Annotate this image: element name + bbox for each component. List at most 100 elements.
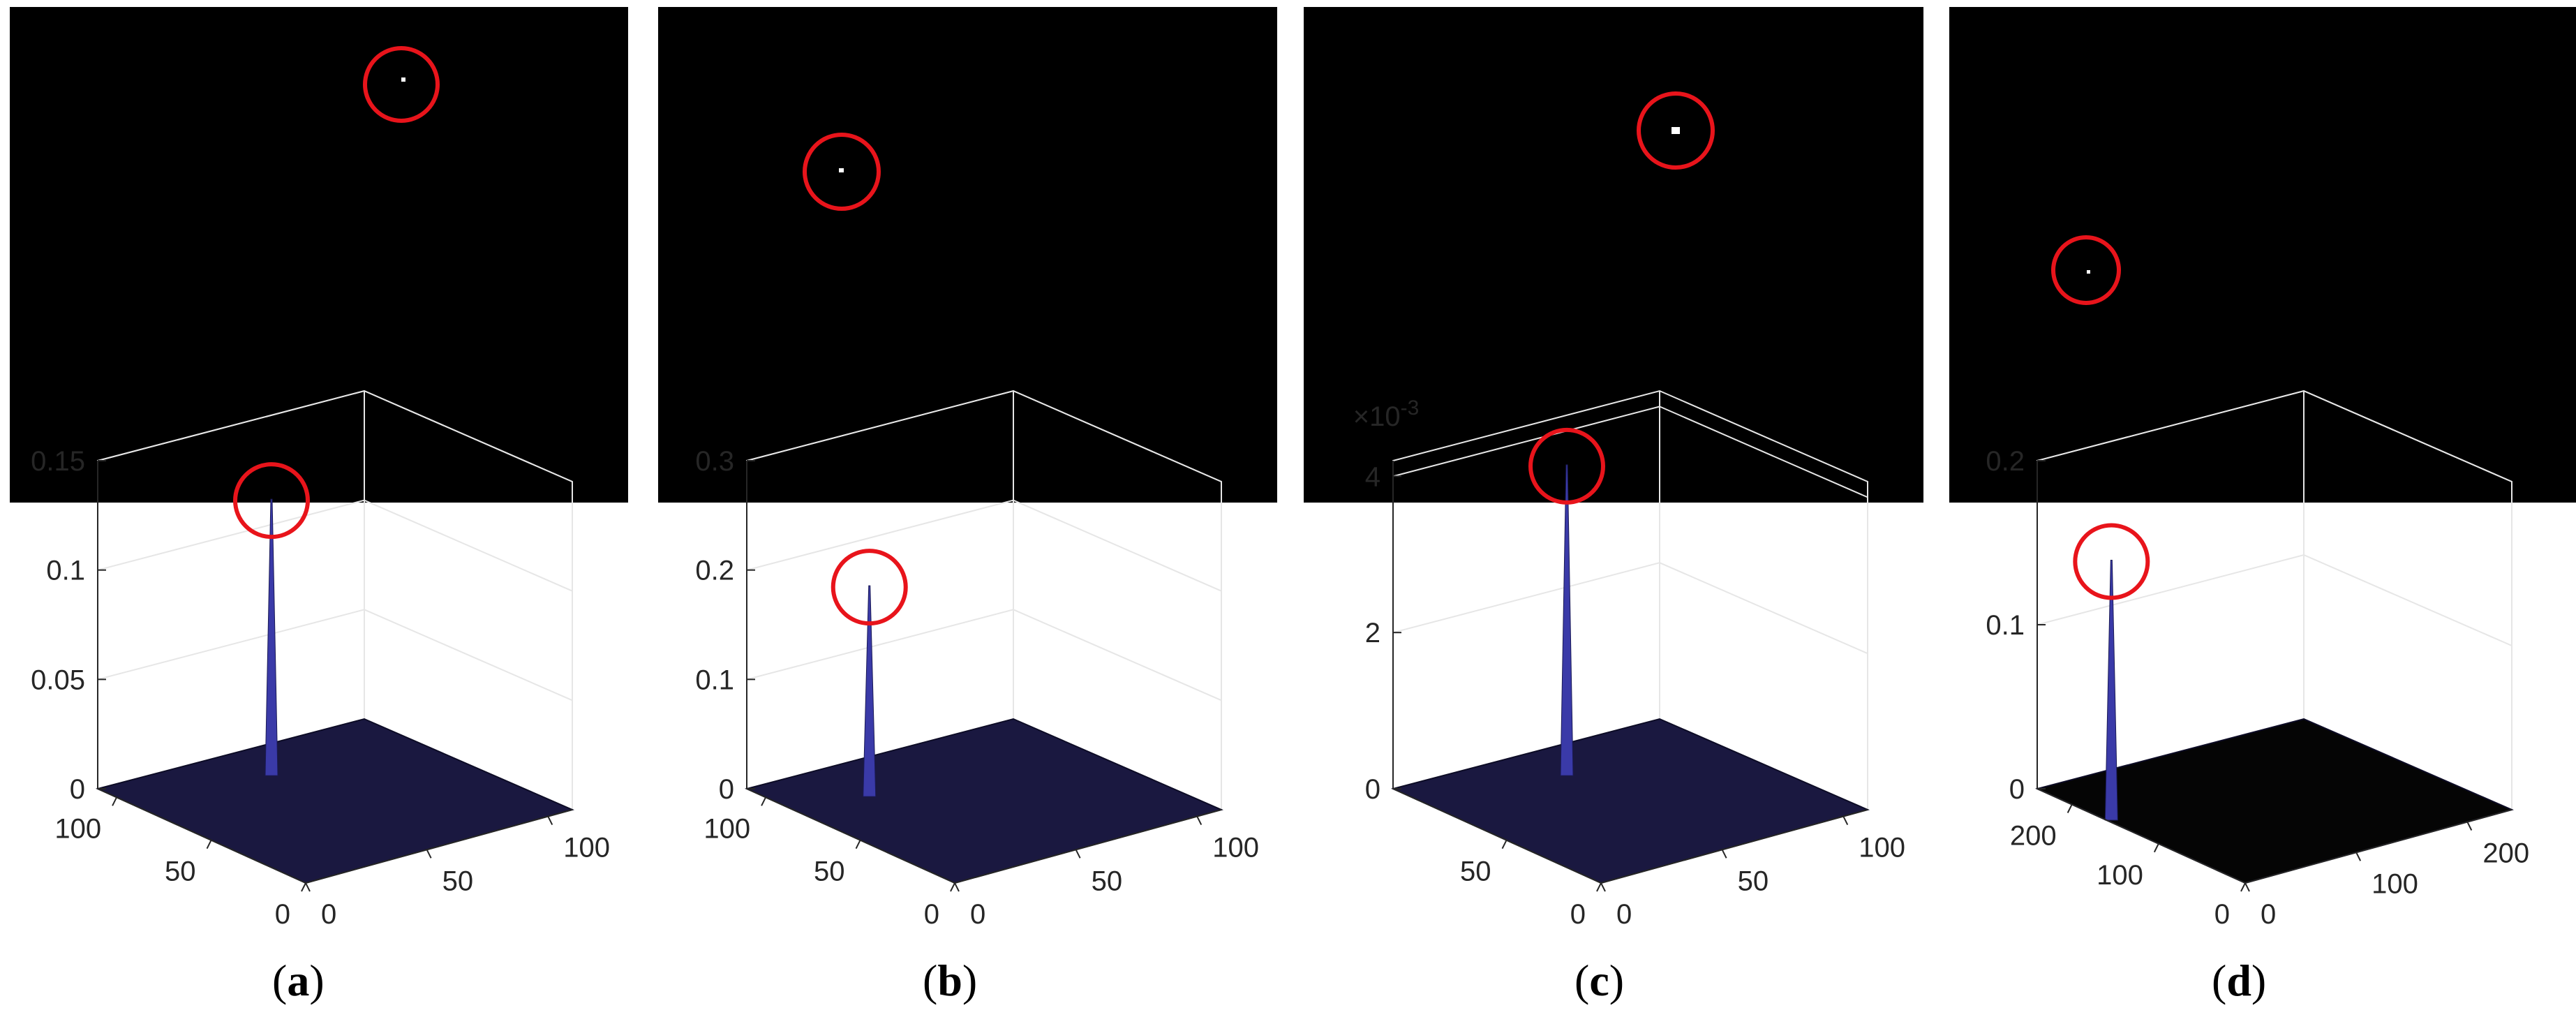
target-highlight-circle xyxy=(1637,91,1715,170)
y-axis-line xyxy=(1392,788,1602,884)
detection-map-image xyxy=(10,7,628,503)
y-tick-mark xyxy=(855,840,861,849)
x-tick-label: 0 xyxy=(1616,899,1632,930)
z-gridline xyxy=(746,389,1222,482)
x-tick-mark xyxy=(305,882,311,892)
x-tick-label: 200 xyxy=(2482,838,2529,869)
y-tick-mark xyxy=(2067,804,2073,813)
z-tick-label: 0 xyxy=(2009,774,2025,805)
x-tick-label: 0 xyxy=(321,899,336,930)
x-tick-label: 50 xyxy=(442,866,474,896)
y-tick-label: 100 xyxy=(2097,860,2143,891)
x-axis-line xyxy=(2244,809,2512,884)
surface-plot: 0 2 4 ×10-3 0 50 0 50 100 xyxy=(1353,389,1905,930)
x-tick-label: 50 xyxy=(1092,866,1123,896)
x-tick-mark xyxy=(1075,849,1081,859)
z-tick-label: 0.2 xyxy=(695,556,734,586)
z-tick-label: 2 xyxy=(1365,618,1380,648)
x-tick-label: 0 xyxy=(970,899,985,930)
z-tick-label: 0 xyxy=(1365,774,1380,805)
y-tick-mark xyxy=(1501,840,1507,849)
z-tick-label: 0.15 xyxy=(31,446,85,477)
y-tick-mark xyxy=(1596,882,1602,892)
y-tick-label: 0 xyxy=(924,899,939,930)
x-tick-mark xyxy=(426,849,432,859)
peak-highlight-circle xyxy=(2073,523,2150,600)
surface-plot: 0 0.1 0.2 0.3 0 50 100 0 50 100 xyxy=(695,389,1259,930)
y-tick-mark xyxy=(950,882,955,892)
caption-letter: a xyxy=(287,956,310,1005)
z-gridline xyxy=(97,609,573,702)
z-tick-label: 0 xyxy=(70,774,85,805)
y-tick-label: 50 xyxy=(814,856,845,887)
peak-highlight-circle xyxy=(831,549,908,626)
z-gridline xyxy=(97,389,573,482)
panel-caption: (b) xyxy=(923,956,978,1005)
detection-map-image xyxy=(1304,7,1923,503)
x-tick-mark xyxy=(2244,882,2250,892)
x-tick-mark xyxy=(1196,816,1203,825)
x-tick-label: 100 xyxy=(1859,833,1905,863)
x-tick-label: 100 xyxy=(563,833,610,863)
caption-letter: b xyxy=(937,956,962,1005)
panel-b: 0 0.1 0.2 0.3 0 50 100 0 50 100 (b) xyxy=(649,0,1277,1024)
y-axis-line xyxy=(97,788,306,884)
z-tick-label: 0.1 xyxy=(46,556,85,586)
y-tick-label: 100 xyxy=(703,813,750,844)
z-gridline xyxy=(746,499,1222,592)
y-tick-label: 0 xyxy=(1570,899,1586,930)
surface-peak xyxy=(863,585,877,797)
z-tick-label: 0.2 xyxy=(1986,446,2025,477)
x-tick-label: 50 xyxy=(1738,866,1769,896)
x-tick-mark xyxy=(1842,816,1849,825)
panel-caption: (a) xyxy=(272,956,325,1005)
y-tick-mark xyxy=(761,796,766,806)
x-tick-label: 0 xyxy=(2261,899,2276,930)
z-tick-label: 0 xyxy=(719,774,734,805)
z-gridline xyxy=(746,609,1222,702)
z-gridline xyxy=(1392,562,1868,655)
x-axis-line xyxy=(1600,809,1868,884)
z-tick-label: 0.05 xyxy=(31,665,85,695)
y-tick-mark xyxy=(301,882,306,892)
x-tick-mark xyxy=(547,816,553,825)
x-tick-mark xyxy=(954,882,960,892)
z-exponent-power: -3 xyxy=(1401,396,1420,420)
caption-letter: d xyxy=(2226,956,2251,1005)
target-highlight-circle xyxy=(2051,235,2121,305)
target-highlight-circle xyxy=(363,46,440,123)
panel-caption: (c) xyxy=(1574,956,1625,1005)
x-tick-label: 100 xyxy=(1212,833,1259,863)
x-tick-mark xyxy=(2355,852,2362,861)
y-tick-label: 200 xyxy=(2010,821,2057,852)
x-tick-mark xyxy=(1721,849,1727,859)
surface-plot: 0 0.1 0.2 0 100 200 0 100 200 xyxy=(1986,389,2529,930)
x-tick-mark xyxy=(1600,882,1606,892)
y-tick-label: 0 xyxy=(2214,899,2230,930)
z-gridline xyxy=(2037,554,2512,646)
y-tick-mark xyxy=(206,840,212,849)
peak-highlight-circle xyxy=(1528,427,1605,505)
x-tick-label: 100 xyxy=(2372,868,2418,899)
target-highlight-circle xyxy=(803,133,881,211)
y-tick-mark xyxy=(112,796,117,806)
peak-highlight-circle xyxy=(233,462,310,540)
z-tick-label: 0.1 xyxy=(1986,610,2025,641)
surface-peak xyxy=(2104,560,2118,821)
y-axis-line xyxy=(746,788,955,884)
surface-peak xyxy=(1560,464,1574,776)
z-tick-label: 0.1 xyxy=(695,665,734,695)
panel-a: 0 0.05 0.1 0.15 0 50 100 0 50 100 (a) xyxy=(0,0,628,1024)
x-tick-mark xyxy=(2466,822,2473,831)
detection-map-image xyxy=(1949,7,2576,503)
z-gridline xyxy=(2037,389,2512,482)
caption-letter: c xyxy=(1589,956,1609,1005)
surface-peak xyxy=(265,498,278,776)
x-axis-line xyxy=(954,809,1222,884)
y-tick-label: 50 xyxy=(165,856,196,887)
panel-caption: (d) xyxy=(2212,956,2267,1005)
y-tick-mark xyxy=(2240,882,2246,892)
z-gridline xyxy=(97,499,573,592)
z-exponent-label: ×10-3 xyxy=(1353,396,1420,432)
y-tick-mark xyxy=(2153,843,2159,853)
